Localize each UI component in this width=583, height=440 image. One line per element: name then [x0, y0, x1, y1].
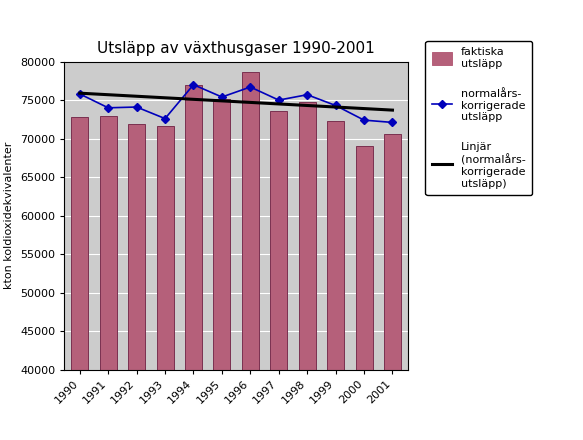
- Legend: faktiska
utsläpp, normalårs-
korrigerade
utsläpp, Linjär
(normalårs-
korrigerade: faktiska utsläpp, normalårs- korrigerade…: [426, 41, 532, 195]
- Bar: [242, 72, 259, 440]
- Y-axis label: kton koldioxidekvivalenter: kton koldioxidekvivalenter: [5, 142, 15, 289]
- Bar: [298, 102, 316, 440]
- Bar: [384, 134, 401, 440]
- Bar: [327, 121, 344, 440]
- Bar: [185, 85, 202, 440]
- Bar: [100, 116, 117, 440]
- Bar: [356, 146, 373, 440]
- Bar: [271, 111, 287, 440]
- Bar: [213, 99, 230, 440]
- Bar: [156, 125, 174, 440]
- Bar: [71, 117, 88, 440]
- Bar: [128, 124, 145, 440]
- Title: Utsläpp av växthusgaser 1990-2001: Utsläpp av växthusgaser 1990-2001: [97, 41, 375, 56]
